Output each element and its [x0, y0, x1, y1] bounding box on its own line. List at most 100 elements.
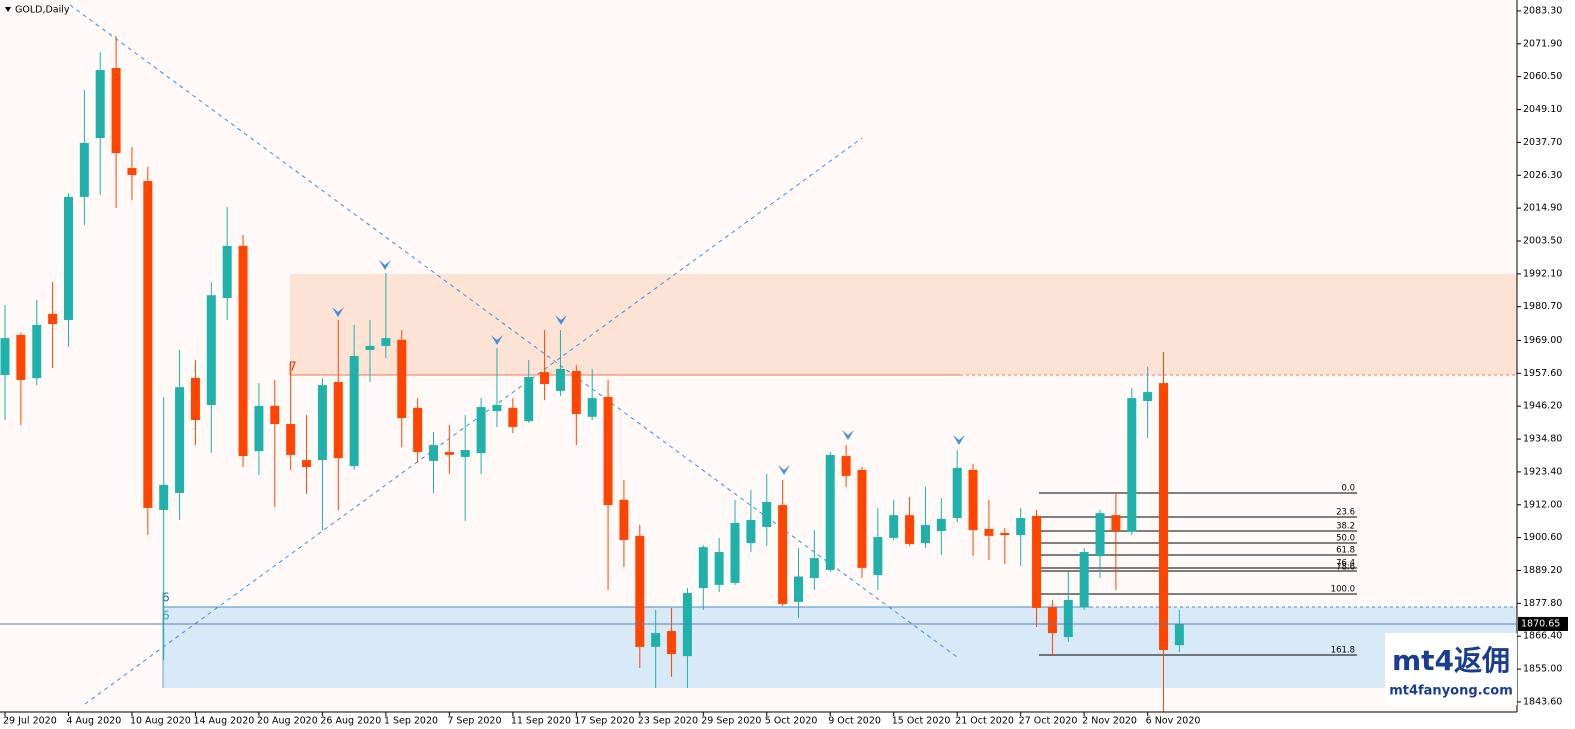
y-tick-label: 2060.50: [1523, 71, 1562, 82]
fractal-markers: [332, 260, 965, 475]
fib-label: 76.4: [1336, 559, 1355, 569]
x-tick-label: 21 Oct 2020: [955, 716, 1014, 727]
fib-label: 23.6: [1336, 508, 1355, 518]
y-tick-label: 1992.10: [1523, 268, 1562, 279]
fib-label: 100.0: [1331, 585, 1355, 595]
candle-body: [762, 501, 772, 527]
x-tick-label: 29 Jul 2020: [3, 716, 57, 727]
candle-body: [794, 576, 803, 602]
y-tick-label: 2083.30: [1523, 5, 1562, 16]
candle-body: [1143, 392, 1153, 401]
x-tick-label: 10 Aug 2020: [130, 716, 191, 727]
x-tick-label: 26 Aug 2020: [320, 716, 381, 727]
candle-body: [952, 467, 962, 519]
candle-body: [651, 633, 661, 647]
candle-body: [920, 524, 930, 544]
candle-body: [730, 522, 740, 583]
y-tick-label: 1923.40: [1523, 466, 1562, 477]
candle-body: [905, 515, 915, 544]
candle-body: [460, 449, 470, 457]
candle-body: [936, 518, 946, 531]
candle-body: [809, 558, 819, 578]
x-tick-label: 5 Oct 2020: [765, 716, 818, 727]
candle-body: [1159, 383, 1169, 651]
y-tick-label: 1934.80: [1523, 434, 1562, 445]
x-tick-label: 14 Aug 2020: [193, 716, 254, 727]
chart-title: GOLD,Daily: [15, 5, 70, 16]
y-tick-label: 1969.00: [1523, 335, 1562, 346]
candle-body: [238, 245, 248, 457]
marker: [842, 430, 854, 440]
y-tick-label: 1900.60: [1523, 532, 1562, 543]
candle-body: [444, 452, 454, 455]
candle-body: [587, 398, 597, 417]
support-zone: [163, 607, 1517, 688]
candle-body: [1016, 518, 1026, 536]
candle-body: [365, 345, 375, 350]
candle-body: [667, 631, 677, 655]
y-tick-label: 1889.20: [1523, 565, 1562, 576]
x-tick-label: 17 Sep 2020: [574, 716, 634, 727]
x-tick-label: 27 Oct 2020: [1019, 716, 1078, 727]
candle-body: [16, 334, 26, 380]
candle-body: [825, 454, 835, 570]
trend-line: [84, 137, 863, 705]
candle-body: [1127, 398, 1137, 532]
candle-body: [175, 387, 185, 493]
candle-body: [1063, 599, 1073, 638]
candle-body: [698, 547, 708, 589]
marker: [332, 307, 344, 317]
candle-body: [381, 338, 391, 346]
y-tick-label: 2014.90: [1523, 203, 1562, 214]
candle-body: [143, 181, 153, 508]
y-tick-label: 2026.30: [1523, 170, 1562, 181]
candle-body: [413, 407, 423, 453]
candle-body: [95, 70, 105, 139]
y-tick-label: 1912.00: [1523, 499, 1562, 510]
candle-body: [714, 552, 724, 585]
x-tick-label: 7 Sep 2020: [447, 716, 501, 727]
marker: [953, 435, 965, 445]
candle-body: [32, 324, 42, 379]
candle-body: [48, 313, 58, 325]
fib-label: 0.0: [1341, 484, 1355, 494]
candle-body: [555, 368, 565, 391]
y-tick-label: 1855.00: [1523, 664, 1562, 675]
candle-body: [984, 528, 994, 536]
candle-body: [873, 537, 883, 576]
candle-body: [349, 356, 359, 467]
candle-body: [428, 445, 438, 461]
candle-body: [1047, 607, 1057, 634]
fib-label: 38.2: [1336, 522, 1355, 532]
candle-body: [0, 338, 10, 376]
candle-body: [397, 339, 407, 418]
marker: [379, 260, 391, 270]
marker: [491, 335, 503, 345]
x-tick-label: 11 Sep 2020: [511, 716, 571, 727]
fib-label: 50.0: [1336, 534, 1355, 544]
zone-label: 6: [162, 609, 170, 623]
y-tick-label: 2071.90: [1523, 38, 1562, 49]
candle-body: [1095, 513, 1105, 557]
candle-body: [190, 377, 200, 421]
candle-body: [286, 424, 296, 455]
x-tick-label: 9 Oct 2020: [828, 716, 881, 727]
candle-body: [222, 245, 232, 299]
candle-body: [127, 168, 137, 175]
candle-body: [635, 535, 645, 647]
candle-body: [540, 372, 550, 384]
resistance-zone: [290, 274, 1517, 375]
candle-body: [1174, 623, 1184, 646]
x-tick-label: 15 Oct 2020: [892, 716, 951, 727]
zone-label: 6: [162, 591, 170, 605]
candle-body: [603, 396, 613, 506]
candle-body: [206, 295, 216, 406]
watermark-box: [1385, 633, 1517, 705]
watermark-site: mt4fanyong.com: [1389, 684, 1513, 699]
y-tick-label: 2003.50: [1523, 235, 1562, 246]
candle-body: [1032, 516, 1042, 608]
candle-body: [746, 520, 756, 544]
fib-label: 78.6: [1336, 563, 1355, 573]
drawings: 0.0 23.6 38.2 50.0 61.8 76.4 78.6 100.0 …: [69, 4, 1517, 705]
